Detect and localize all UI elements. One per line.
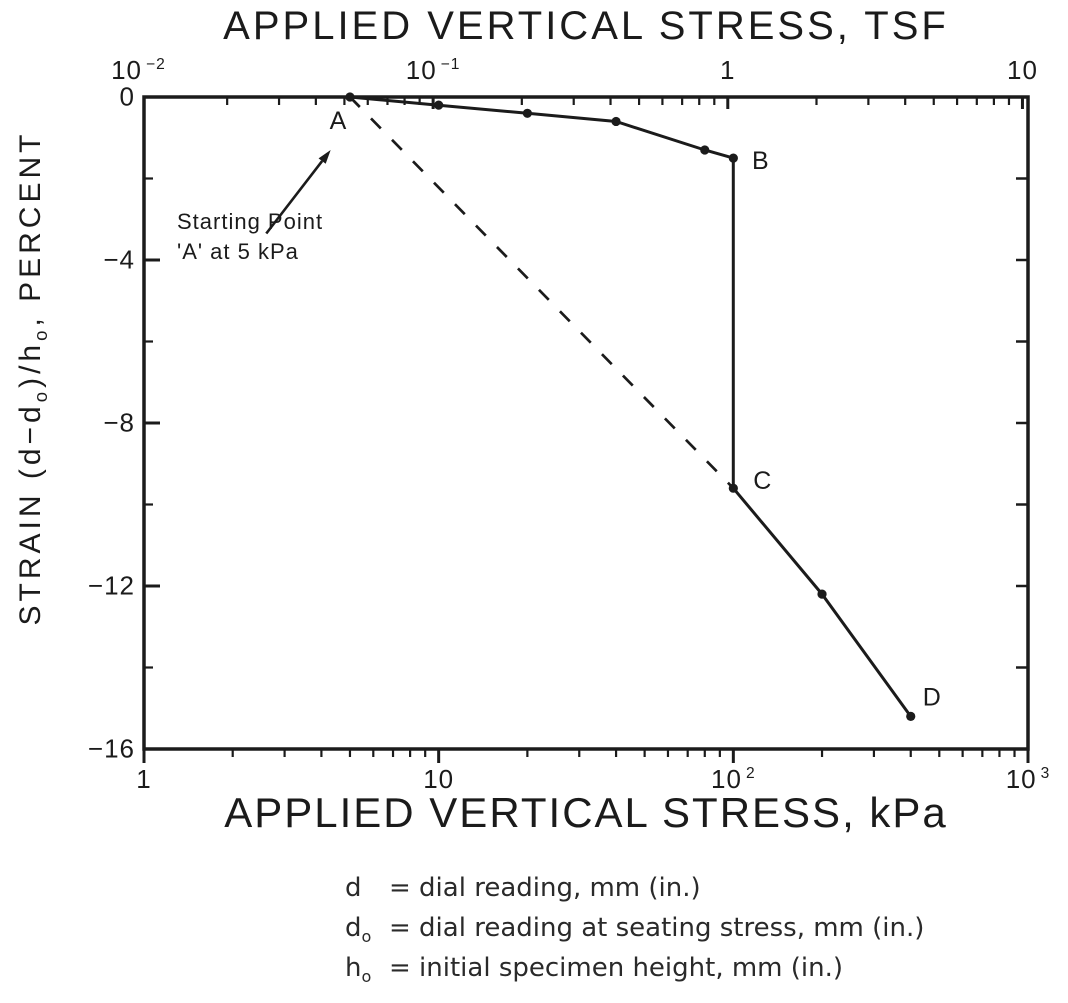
y-axis-title-text: )/h: [14, 340, 47, 388]
data-point-marker: [728, 483, 738, 493]
point-label-B: B: [752, 147, 769, 175]
symbol-subscript: o: [361, 967, 372, 987]
data-point-marker: [817, 589, 827, 599]
data-point-marker: [522, 108, 532, 118]
definition-text: = dial reading, mm (in.): [389, 873, 701, 903]
tick-label-base: −8: [103, 407, 135, 438]
bottom-axis-tick-label: 10 3: [1006, 764, 1051, 795]
plot-border: [142, 95, 1030, 751]
annotation-starting-point: Starting Point 'A' at 5 kPa: [177, 207, 323, 267]
definition-symbol: ho: [345, 948, 389, 997]
annotation-line-1: Starting Point: [177, 209, 324, 234]
definition-symbol: do: [345, 908, 389, 957]
definition-text: = dial reading at seating stress, mm (in…: [389, 913, 925, 943]
tick-label-base: 10: [111, 55, 143, 85]
tick-label-base: 10: [1005, 764, 1037, 794]
symbol-definitions: d = dial reading, mm (in.) do = dial rea…: [345, 868, 924, 988]
series-loading-curve: [349, 95, 734, 160]
definition-row-do: do = dial reading at seating stress, mm …: [345, 908, 924, 948]
bottom-axis-tick-label: 10: [423, 764, 454, 795]
bottom-axis-title: APPLIED VERTICAL STRESS, kPa: [224, 789, 948, 836]
definition-text: = initial specimen height, mm (in.): [389, 953, 844, 983]
data-point-marker: [345, 92, 355, 102]
annotation-arrow-head: [318, 149, 331, 164]
bottom-axis-tick-label: 10 2: [711, 764, 756, 795]
tick-label-base: 10: [1006, 55, 1038, 85]
tick-label-base: 1: [720, 55, 736, 85]
top-axis-tick-label: 10 −1: [406, 55, 461, 86]
top-axis-tick-label: 10: [1007, 55, 1038, 86]
left-axis-tick-label: −8: [103, 408, 135, 439]
tick-label-base: 0: [119, 81, 135, 112]
top-axis-tick-label: 10 −2: [111, 55, 166, 86]
data-point-marker: [906, 711, 916, 722]
tick-label-exponent: −1: [440, 56, 461, 74]
data-point-marker: [611, 116, 621, 127]
left-axis-tick-label: −12: [88, 571, 135, 602]
tick-label-exponent: 2: [745, 765, 756, 783]
left-axis-tick-label: −16: [88, 734, 135, 765]
tick-label-base: −16: [87, 733, 135, 764]
definition-row-ho: ho = initial specimen height, mm (in.): [345, 948, 924, 988]
tick-label-base: 10: [405, 55, 437, 85]
tick-label-base: −4: [103, 244, 135, 275]
y-axis-title: STRAIN (d−do)/ho, PERCENT: [14, 131, 52, 626]
data-point-marker: [434, 100, 444, 110]
y-axis-title-text: , PERCENT: [14, 130, 47, 327]
symbol-base: d: [345, 873, 362, 903]
tick-label-base: −12: [87, 570, 135, 601]
tick-label-base: 10: [711, 764, 742, 794]
data-point-marker: [728, 153, 738, 163]
tick-label-base: 10: [423, 764, 455, 794]
top-axis-tick-label: 1: [720, 55, 735, 86]
definition-row-d: d = dial reading, mm (in.): [345, 868, 924, 908]
data-point-marker: [700, 145, 710, 155]
left-axis-tick-label: −4: [103, 245, 135, 276]
y-axis-title-subscript: o: [30, 326, 51, 341]
top-axis-title: APPLIED VERTICAL STRESS, TSF: [223, 4, 949, 48]
tick-label-base: 1: [136, 764, 152, 794]
point-label-D: D: [923, 683, 941, 711]
tick-label-exponent: 3: [1040, 765, 1051, 783]
y-axis-title-subscript: o: [30, 387, 51, 403]
tick-label-exponent: −2: [146, 56, 166, 74]
symbol-subscript: o: [361, 927, 372, 947]
series-post-collapse-curve: [732, 487, 912, 718]
symbol-base: h: [345, 953, 362, 983]
y-axis-title-text: STRAIN (d−d: [14, 402, 47, 626]
point-label-C: C: [753, 467, 771, 495]
annotation-arrow-shaft: [265, 160, 324, 235]
bottom-axis-tick-label: 1: [136, 764, 151, 795]
series-dashed-a-to-c: [349, 96, 735, 490]
annotation-line-2: 'A' at 5 kPa: [177, 239, 299, 264]
definition-symbol: d: [345, 868, 389, 917]
point-label-A: A: [330, 107, 347, 135]
left-axis-tick-label: 0: [120, 82, 135, 113]
symbol-base: d: [345, 913, 362, 943]
